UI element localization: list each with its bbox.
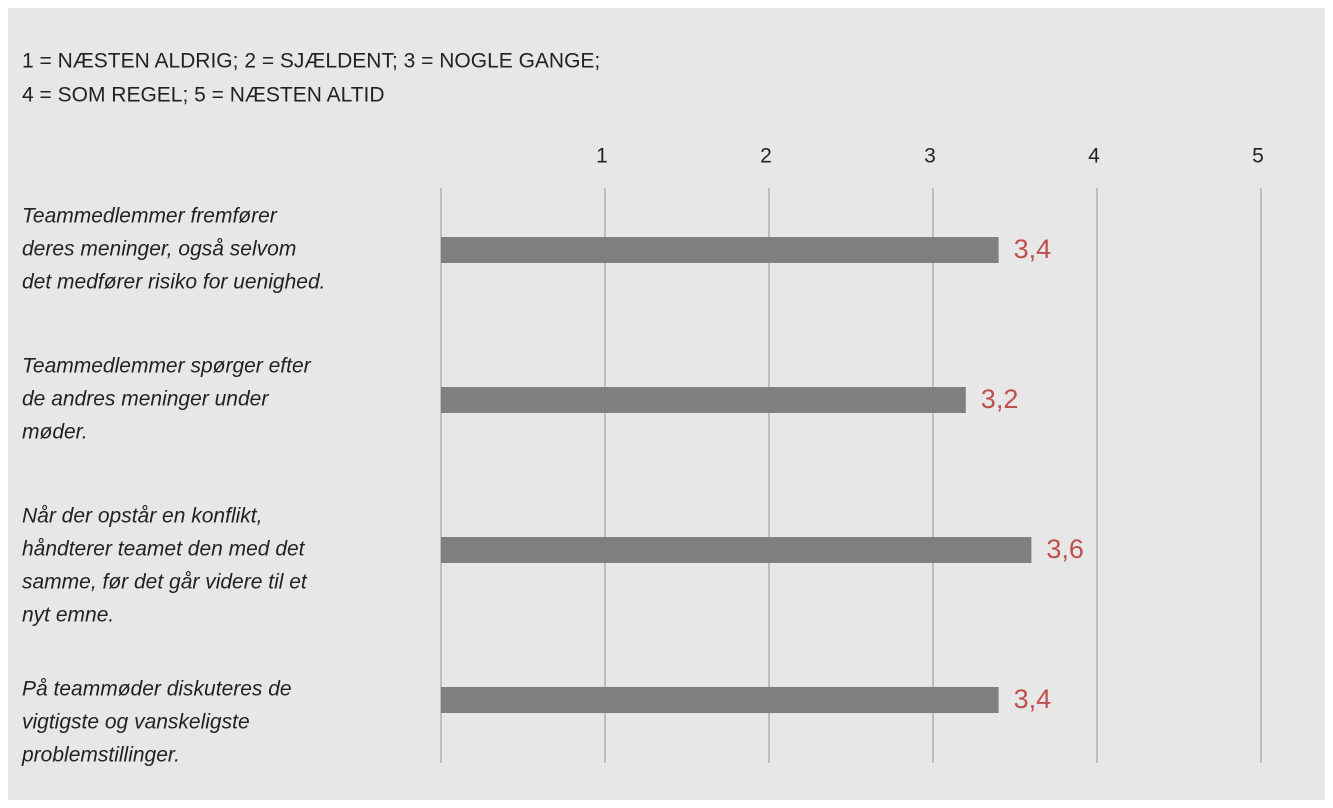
category-label: Teammedlemmer fremfører xyxy=(22,205,278,228)
value-label: 3,6 xyxy=(1046,534,1084,564)
x-tick-label: 1 xyxy=(596,145,608,168)
x-tick-label: 3 xyxy=(924,145,936,168)
category-label: Teammedlemmer spørger efter xyxy=(22,355,312,378)
chart-title: 1 = NÆSTEN ALDRIG; 2 = SJÆLDENT; 3 = NOG… xyxy=(22,50,600,73)
category-label: nyt emne. xyxy=(22,604,114,627)
category-label: deres meninger, også selvom xyxy=(22,238,296,261)
category-label: samme, før det går videre til et xyxy=(22,571,308,594)
x-tick-label: 5 xyxy=(1252,145,1264,168)
value-label: 3,2 xyxy=(981,384,1019,414)
category-label: Når der opstår en konflikt, xyxy=(22,505,262,528)
bar xyxy=(441,387,966,413)
bar xyxy=(441,537,1032,563)
category-label: det medfører risiko for uenighed. xyxy=(22,271,325,294)
chart-title: 4 = SOM REGEL; 5 = NÆSTEN ALTID xyxy=(22,84,385,107)
category-label: vigtigste og vanskeligste xyxy=(22,711,250,734)
value-label: 3,4 xyxy=(1014,234,1052,264)
category-label: håndterer teamet den med det xyxy=(22,538,306,561)
x-tick-label: 2 xyxy=(760,145,772,168)
x-tick-label: 4 xyxy=(1088,145,1100,168)
bar xyxy=(441,237,999,263)
category-label: de andres meninger under xyxy=(22,388,269,411)
category-label: møder. xyxy=(22,421,88,444)
category-label: På teammøder diskuteres de xyxy=(22,678,292,701)
category-label: problemstillinger. xyxy=(21,744,180,767)
value-label: 3,4 xyxy=(1014,684,1052,714)
bar xyxy=(441,687,999,713)
